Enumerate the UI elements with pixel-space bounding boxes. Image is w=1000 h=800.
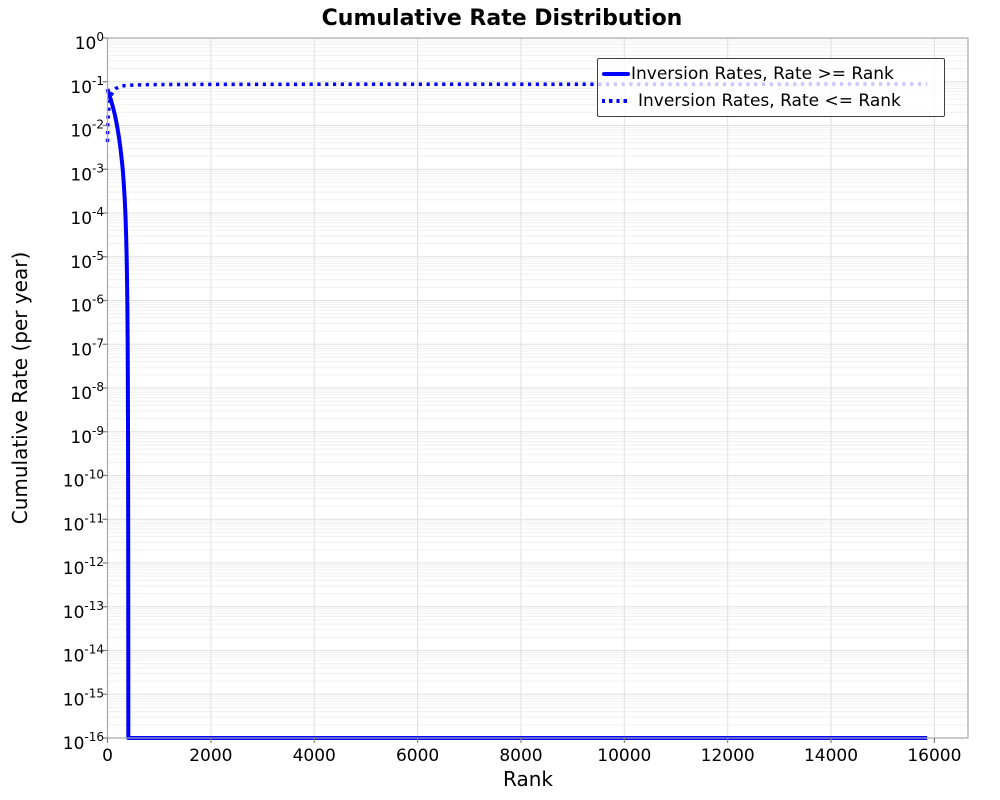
legend-entry-rate-ge-rank: Inversion Rates, Rate >= Rank xyxy=(602,61,940,87)
series-line-solid xyxy=(105,88,928,740)
x-tick-label: 12000 xyxy=(701,746,755,766)
y-tick-label: 10-14 xyxy=(63,643,104,667)
y-axis-title: Cumulative Rate (per year) xyxy=(8,251,32,525)
x-tick-label: 8000 xyxy=(499,746,542,766)
legend-entry-rate-le-rank: Inversion Rates, Rate <= Rank xyxy=(602,89,940,115)
series-line-dotted xyxy=(105,82,928,142)
y-tick-label: 10-4 xyxy=(70,205,104,229)
y-tick-label: 10-1 xyxy=(70,74,104,98)
y-tick-label: 10-3 xyxy=(70,161,104,185)
y-tick-label: 10-2 xyxy=(70,118,104,142)
y-tick-label: 10-16 xyxy=(63,730,104,754)
y-tick-label: 10-13 xyxy=(63,599,104,623)
x-tick-label: 10000 xyxy=(597,746,651,766)
x-axis-title: Rank xyxy=(503,767,553,791)
legend-dotted-line-sample xyxy=(602,99,630,104)
y-tick-label: 10-10 xyxy=(63,468,104,492)
x-tick-label: 6000 xyxy=(396,746,439,766)
legend-label: Inversion Rates, Rate >= Rank xyxy=(631,63,894,84)
y-tick-label: 10-11 xyxy=(63,511,104,535)
y-tick-label: 10-7 xyxy=(70,336,104,360)
chart-title: Cumulative Rate Distribution xyxy=(321,6,683,31)
x-tick-label: 16000 xyxy=(907,746,961,766)
x-tick-label: 14000 xyxy=(804,746,858,766)
x-tick-label: 0 xyxy=(102,746,113,766)
y-tick-label: 10-12 xyxy=(63,555,104,579)
legend: Inversion Rates, Rate >= Rank Inversion … xyxy=(597,58,945,117)
x-tick-label: 2000 xyxy=(189,746,232,766)
legend-label: Inversion Rates, Rate <= Rank xyxy=(638,91,901,112)
y-tick-label: 100 xyxy=(75,30,104,54)
y-tick-label: 10-15 xyxy=(63,686,104,710)
y-tick-label: 10-5 xyxy=(70,249,104,273)
y-tick-label: 10-8 xyxy=(70,380,104,404)
legend-solid-line-sample xyxy=(602,71,630,76)
y-tick-label: 10-9 xyxy=(70,424,104,448)
y-tick-label: 10-6 xyxy=(70,293,104,317)
x-tick-label: 4000 xyxy=(293,746,336,766)
